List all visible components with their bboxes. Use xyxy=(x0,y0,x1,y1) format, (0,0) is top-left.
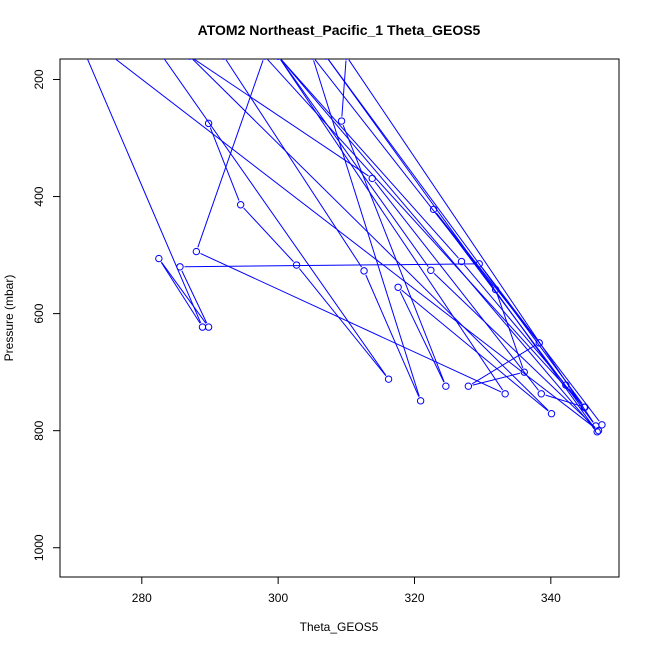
series-segment xyxy=(342,125,445,383)
data-point xyxy=(262,59,267,60)
data-point xyxy=(204,323,213,331)
series-segment xyxy=(192,59,549,411)
series-segment xyxy=(160,262,201,324)
data-point xyxy=(547,409,556,418)
data-point xyxy=(535,339,543,347)
series-segment xyxy=(280,59,429,267)
data-point xyxy=(176,263,184,271)
series-segment xyxy=(209,127,240,201)
series-segment xyxy=(86,59,202,324)
data-point xyxy=(457,257,466,266)
data-point xyxy=(275,59,281,60)
data-point xyxy=(337,117,346,125)
series-segment xyxy=(399,291,445,383)
data-point xyxy=(292,261,301,269)
series-segment xyxy=(280,59,595,429)
data-point xyxy=(562,381,570,389)
data-point xyxy=(580,403,588,411)
data-point xyxy=(501,390,509,398)
series-segment xyxy=(181,270,208,324)
series-segment xyxy=(243,207,294,263)
series-segment xyxy=(365,274,420,397)
series-segment xyxy=(328,59,595,429)
data-point xyxy=(198,323,207,331)
series-segment xyxy=(341,60,347,117)
data-point xyxy=(520,368,528,376)
series-segment xyxy=(464,264,564,382)
series-segment xyxy=(225,59,362,268)
data-point xyxy=(429,205,438,214)
x-axis: 280 300 320 340 xyxy=(132,576,561,605)
data-point xyxy=(360,267,368,275)
data-point xyxy=(594,426,603,435)
y-tick-label: 1000 xyxy=(32,534,46,561)
series-segment xyxy=(433,273,596,428)
x-tick-label: 280 xyxy=(132,591,152,605)
series-segment xyxy=(197,60,264,248)
data-point xyxy=(593,428,601,436)
data-point xyxy=(464,382,473,390)
data-point xyxy=(475,260,483,268)
series-segment xyxy=(348,59,594,423)
series-segment xyxy=(298,268,387,376)
data-point xyxy=(155,254,163,263)
y-tick-label: 800 xyxy=(32,420,46,440)
data-point xyxy=(309,59,315,60)
x-axis-label: Theta_GEOS5 xyxy=(300,620,379,634)
series-segment xyxy=(401,289,549,412)
data-point xyxy=(204,119,213,128)
data-point xyxy=(537,390,545,398)
data-point xyxy=(344,59,349,60)
series-segment xyxy=(481,267,600,422)
series-segment xyxy=(184,263,475,268)
data-point xyxy=(275,59,281,60)
data-point xyxy=(323,59,329,60)
plot-area xyxy=(59,24,620,578)
series-layer xyxy=(70,24,606,436)
series-segment xyxy=(163,59,387,376)
series-segment xyxy=(545,394,581,407)
data-point xyxy=(192,247,201,256)
y-axis-label: Pressure (mbar) xyxy=(2,275,16,362)
data-point xyxy=(70,24,76,30)
series-segment xyxy=(161,261,207,324)
series-segment xyxy=(114,59,596,429)
series-segment xyxy=(267,59,582,405)
x-tick-label: 340 xyxy=(541,591,561,605)
data-point xyxy=(491,285,500,294)
series-segment xyxy=(280,59,459,259)
series-segment xyxy=(471,344,536,385)
data-point xyxy=(384,375,393,383)
data-point xyxy=(598,421,606,429)
chart-title: ATOM2 Northeast_Pacific_1 Theta_GEOS5 xyxy=(198,22,481,38)
series-segment xyxy=(374,181,539,391)
data-point xyxy=(442,382,450,390)
y-tick-label: 600 xyxy=(32,303,46,323)
series-segment xyxy=(200,252,502,393)
series-segment xyxy=(313,60,420,397)
series-segment xyxy=(280,59,504,391)
x-tick-label: 300 xyxy=(268,591,288,605)
data-point xyxy=(221,59,226,60)
data-point xyxy=(416,397,425,405)
y-tick-label: 200 xyxy=(32,69,46,89)
data-point xyxy=(236,201,245,209)
y-tick-label: 400 xyxy=(32,186,46,206)
data-point xyxy=(368,174,376,183)
series-segment xyxy=(192,59,369,177)
x-tick-label: 320 xyxy=(404,591,424,605)
data-point xyxy=(139,24,145,30)
data-point xyxy=(394,283,402,291)
data-point xyxy=(427,266,435,274)
data-point xyxy=(187,59,192,60)
y-axis: 200 400 600 800 1000 xyxy=(32,69,61,561)
